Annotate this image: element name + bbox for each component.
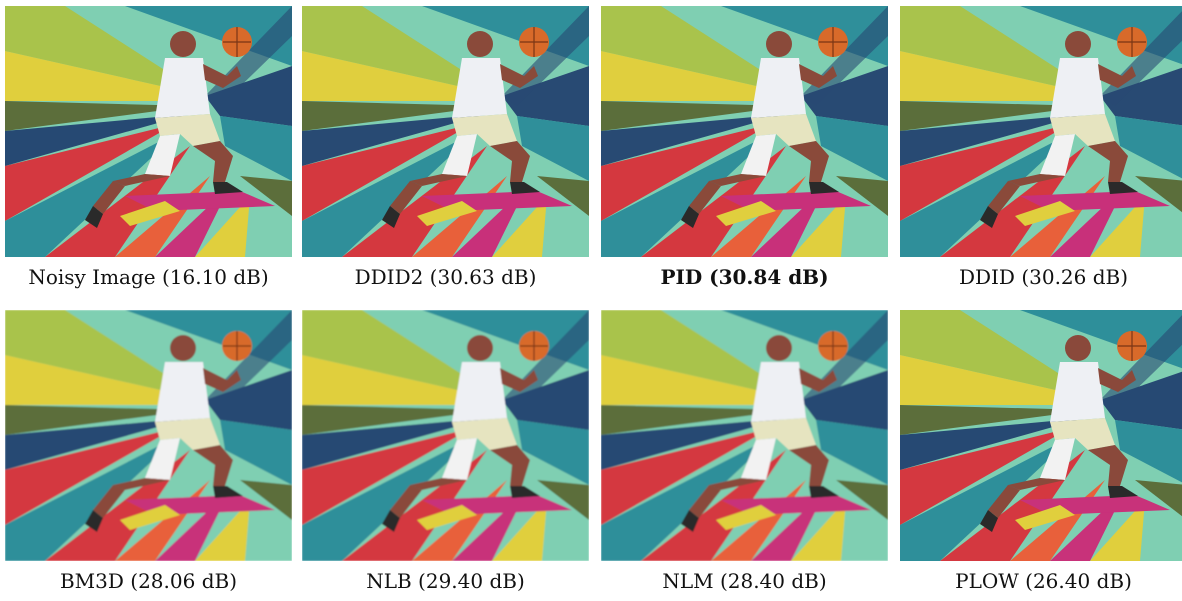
image-ddid (900, 6, 1182, 257)
caption-plow: PLOW (26.40 dB) (955, 569, 1132, 593)
image-pid (601, 6, 888, 257)
image-nlm (601, 310, 888, 561)
illustration-basketball-player (900, 6, 1182, 257)
caption-ddid: DDID (30.26 dB) (958, 265, 1129, 289)
illustration-basketball-player (302, 310, 589, 561)
illustration-basketball-player (302, 6, 589, 257)
image-noisy (5, 6, 292, 257)
image-ddid2 (302, 6, 589, 257)
caption-bm3d: BM3D (28.06 dB) (59, 569, 237, 593)
image-plow (900, 310, 1182, 561)
caption-noisy: Noisy Image (16.10 dB) (28, 265, 269, 289)
image-bm3d (5, 310, 292, 561)
illustration-basketball-player (900, 310, 1182, 561)
illustration-basketball-player (601, 310, 888, 561)
illustration-basketball-player (5, 6, 292, 257)
caption-pid: PID (30.84 dB) (660, 265, 829, 289)
illustration-basketball-player (5, 310, 292, 561)
figure-grid: Noisy Image (16.10 dB) (5, 6, 1182, 598)
image-nlb (302, 310, 589, 561)
caption-nlb: NLB (29.40 dB) (366, 569, 525, 593)
caption-ddid2: DDID2 (30.63 dB) (354, 265, 537, 289)
illustration-basketball-player (601, 6, 888, 257)
caption-nlm: NLM (28.40 dB) (662, 569, 827, 593)
